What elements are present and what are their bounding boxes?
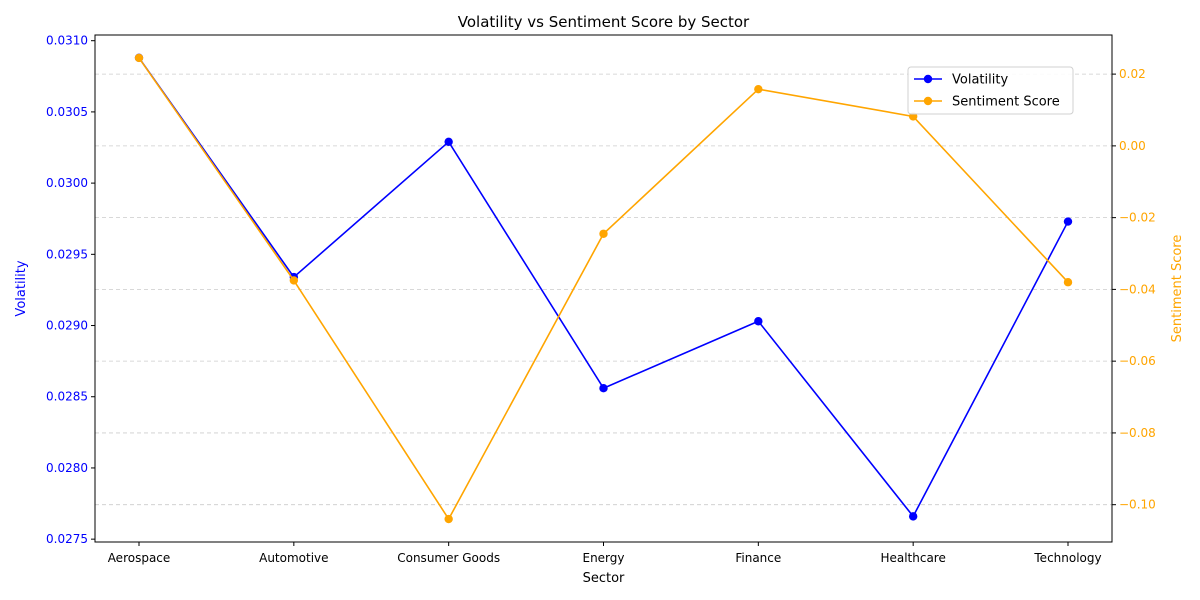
chart-title: Volatility vs Sentiment Score by Sector: [458, 13, 750, 31]
x-tick-label: Energy: [582, 551, 624, 565]
legend-swatch-marker: [923, 74, 933, 84]
sentiment-score-point: [134, 53, 144, 63]
y-right-tick-label: −0.06: [1119, 354, 1156, 368]
volatility-point: [444, 137, 453, 147]
sentiment-score-point: [754, 84, 763, 94]
x-tick-label: Automotive: [259, 551, 328, 565]
grid-layer: [95, 73, 1112, 506]
x-tick-label: Finance: [735, 551, 781, 565]
volatility-point: [599, 383, 608, 393]
y-left-tick-label: 0.0275: [46, 532, 88, 546]
y-right-tick-label: 0.00: [1119, 139, 1146, 153]
legend: Volatility Sentiment Score: [907, 66, 1074, 115]
x-axis-label: Sector: [583, 571, 625, 586]
volatility-point: [754, 317, 763, 326]
y-left-tick-label: 0.0300: [46, 176, 88, 190]
y-right-tick-label: −0.02: [1119, 211, 1156, 225]
y-right-tick-label: −0.04: [1119, 282, 1156, 296]
sentiment-score-point: [444, 514, 453, 524]
y-right-axis-label: Sentiment Score: [1170, 235, 1185, 343]
y-left-tick-label: 0.0305: [46, 105, 88, 119]
legend-label-sentiment-score: Sentiment Score: [952, 95, 1060, 110]
y-right-tick-label: −0.08: [1119, 426, 1156, 440]
series-layer: [134, 53, 1073, 524]
sentiment-score-point: [1063, 278, 1073, 287]
legend-swatch-marker: [923, 96, 933, 106]
sentiment-score-point: [289, 276, 299, 285]
x-tick-label: Technology: [1033, 551, 1101, 565]
volatility-point: [908, 512, 918, 521]
y-right-tick-label: 0.02: [1119, 67, 1146, 81]
y-left-axis-label: Volatility: [14, 260, 29, 316]
volatility-point: [1063, 217, 1073, 226]
x-tick-label: Consumer Goods: [397, 551, 500, 565]
y-left-tick-label: 0.0285: [46, 390, 88, 404]
y-left-tick-label: 0.0290: [46, 319, 88, 333]
volatility-line: [138, 57, 1069, 518]
y-left-tick-label: 0.0295: [46, 247, 88, 261]
x-tick-label: Healthcare: [880, 551, 945, 565]
y-left-tick-label: 0.0310: [46, 34, 88, 48]
legend-label-volatility: Volatility: [952, 73, 1008, 88]
legend-box: [907, 66, 1074, 115]
sentiment-score-line: [138, 57, 1069, 521]
x-tick-label: Aerospace: [108, 551, 171, 565]
axes-layer: Aerospace Automotive Consumer Goods Energy F…: [46, 34, 1156, 565]
sentiment-score-point: [599, 229, 608, 238]
y-left-tick-label: 0.0280: [46, 461, 88, 475]
y-right-tick-label: −0.10: [1119, 498, 1156, 512]
